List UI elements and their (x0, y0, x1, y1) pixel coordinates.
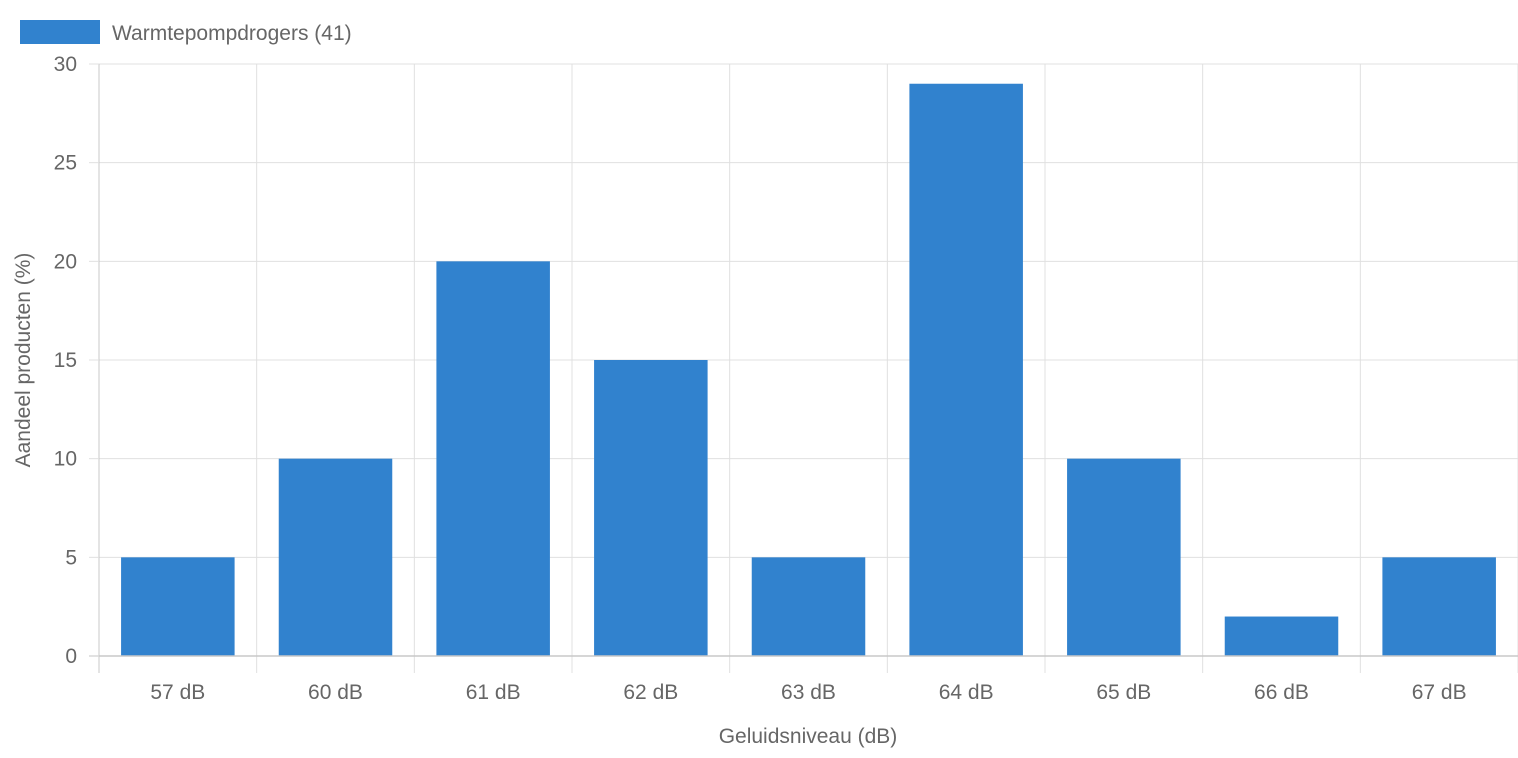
y-tick-label: 25 (54, 152, 77, 175)
bar-67-db[interactable] (1382, 557, 1496, 656)
x-tick-label: 61 dB (466, 681, 521, 704)
bar-64-db[interactable] (909, 83, 1023, 656)
bar-65-db[interactable] (1067, 458, 1181, 656)
x-tick-label: 67 dB (1412, 681, 1467, 704)
y-tick-label: 10 (54, 448, 77, 471)
y-axis-title: Aandeel producten (%) (12, 253, 35, 468)
bars (121, 83, 1496, 656)
bar-57-db[interactable] (121, 557, 235, 656)
x-tick-label: 65 dB (1096, 681, 1151, 704)
bar-60-db[interactable] (278, 458, 393, 656)
y-tick-label: 0 (65, 645, 77, 668)
axes (89, 64, 1518, 673)
x-axis-title: Geluidsniveau (dB) (719, 725, 898, 748)
x-tick-label: 60 dB (308, 681, 363, 704)
legend-label[interactable]: Warmtepompdrogers (41) (112, 22, 352, 45)
x-axis-ticks: 57 dB 60 dB 61 dB 62 dB 63 dB 64 dB 65 dB 66 dB… (150, 681, 1466, 704)
y-tick-label: 15 (54, 349, 77, 372)
y-tick-label: 20 (54, 250, 77, 273)
x-tick-label: 57 dB (150, 681, 205, 704)
legend[interactable]: Warmtepompdrogers (41) (20, 20, 352, 45)
x-tick-label: 63 dB (781, 681, 836, 704)
y-axis-ticks: 0 5 10 15 20 25 30 (54, 53, 99, 668)
x-tick-label: 62 dB (623, 681, 678, 704)
bar-63-db[interactable] (751, 557, 866, 656)
bar-61-db[interactable] (436, 261, 550, 656)
legend-swatch[interactable] (20, 20, 100, 44)
y-tick-label: 30 (54, 53, 77, 76)
x-tick-label: 66 dB (1254, 681, 1309, 704)
bar-66-db[interactable] (1224, 616, 1339, 656)
y-tick-label: 5 (65, 546, 77, 569)
x-tick-label: 64 dB (939, 681, 994, 704)
bar-62-db[interactable] (594, 360, 708, 656)
grid (98, 63, 1518, 673)
